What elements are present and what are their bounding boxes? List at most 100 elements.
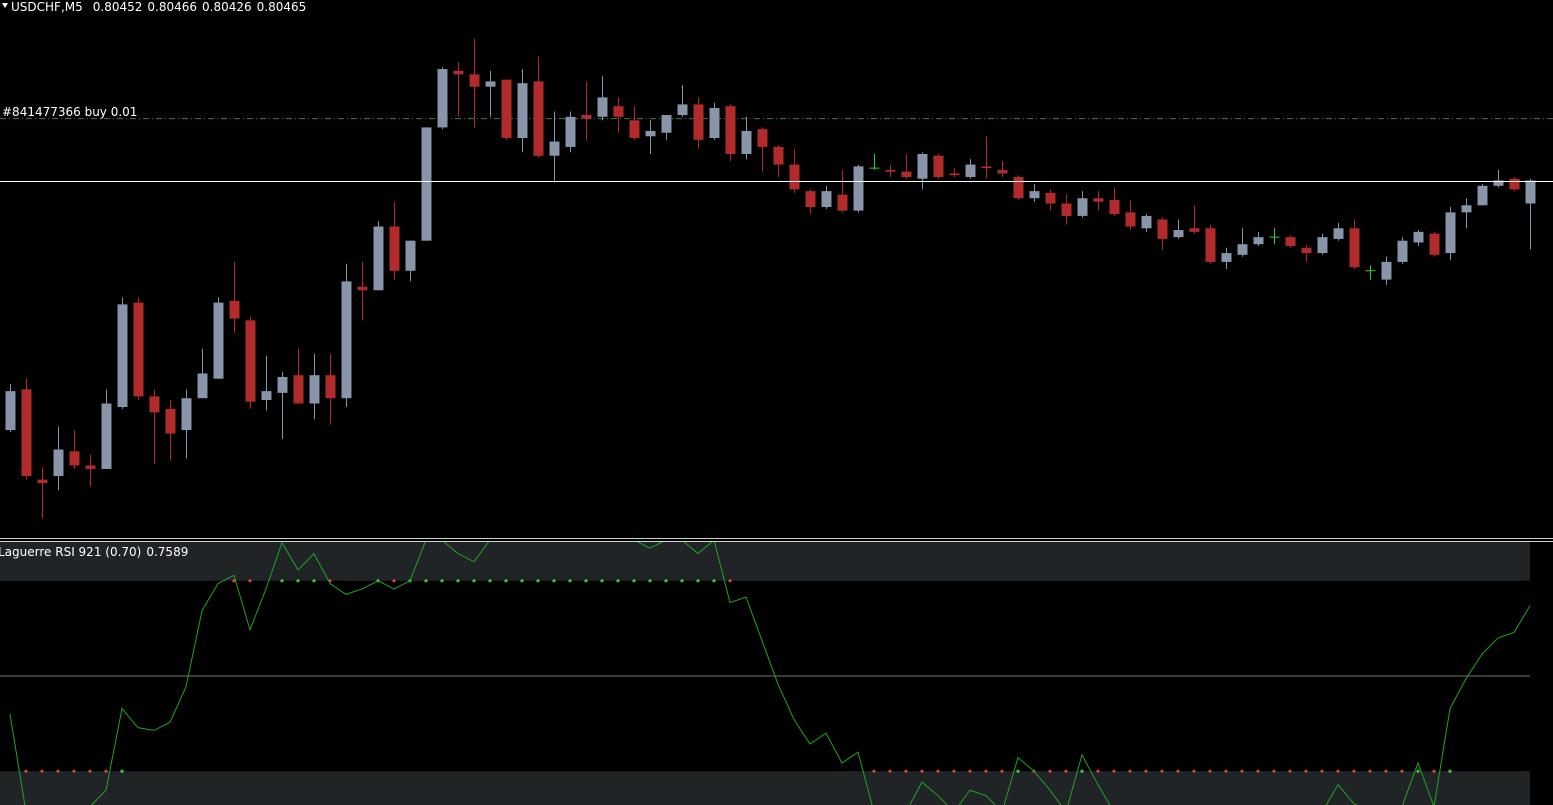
- collapse-triangle: [2, 3, 8, 8]
- signal-dot: [616, 579, 620, 583]
- signal-dot: [1064, 769, 1068, 773]
- candle-body: [805, 191, 816, 208]
- candle-body: [341, 281, 352, 399]
- candle-body: [1285, 237, 1296, 246]
- signal-dot: [40, 769, 44, 773]
- signal-dot: [872, 769, 876, 773]
- candle-body: [261, 391, 272, 400]
- signal-dot: [648, 579, 652, 583]
- candle-body: [725, 106, 736, 154]
- candle-body: [1013, 176, 1024, 199]
- upper-band: [0, 542, 1530, 581]
- signal-dot: [552, 579, 556, 583]
- indicator-header: Laguerre RSI 921 (0.70) 0.7589: [0, 545, 188, 559]
- signal-dot: [520, 579, 524, 583]
- candle-body: [389, 226, 400, 271]
- candle-body: [1525, 180, 1536, 204]
- signal-dot: [232, 579, 236, 583]
- signal-dot: [1240, 769, 1244, 773]
- signal-dot: [456, 579, 460, 583]
- signal-dot: [296, 579, 300, 583]
- candle-body: [437, 69, 448, 128]
- candle-body: [837, 194, 848, 211]
- candle-body: [1429, 233, 1440, 255]
- candle-body: [1509, 178, 1520, 190]
- signal-dot: [1128, 769, 1132, 773]
- signal-dot: [952, 769, 956, 773]
- candle-body: [469, 74, 480, 87]
- signal-dot: [1208, 769, 1212, 773]
- candle-body: [549, 141, 560, 156]
- candle-body: [101, 403, 112, 469]
- signal-dot: [280, 579, 284, 583]
- signal-dot: [1416, 769, 1420, 773]
- candle-body: [517, 83, 528, 139]
- close-price: 0.80465: [257, 0, 307, 14]
- signal-dot: [1016, 769, 1020, 773]
- candle-body: [1221, 253, 1232, 262]
- candle-body: [501, 79, 512, 139]
- signal-dot: [712, 579, 716, 583]
- symbol: USDCHF,M5: [11, 0, 83, 14]
- signal-dot: [1400, 769, 1404, 773]
- candle-body: [1333, 228, 1344, 239]
- candle-body: [1381, 261, 1392, 280]
- candle-body: [1237, 244, 1248, 255]
- candle-body: [677, 104, 688, 116]
- candle-body: [245, 320, 256, 402]
- signal-dot: [1144, 769, 1148, 773]
- signal-dot: [632, 579, 636, 583]
- candle-body: [373, 226, 384, 291]
- candle-body: [1173, 230, 1184, 238]
- candle-body: [661, 115, 672, 133]
- candle-body: [1253, 237, 1264, 245]
- candle-body: [821, 191, 832, 208]
- candle-body: [1125, 212, 1136, 227]
- candle-body: [693, 104, 704, 140]
- candle-body: [325, 375, 336, 399]
- candle-body: [5, 391, 16, 431]
- candle-body: [581, 115, 592, 119]
- signal-dot: [984, 769, 988, 773]
- candle-body: [1029, 191, 1040, 199]
- candle-body: [1493, 180, 1504, 186]
- candle-body: [1317, 237, 1328, 254]
- candle-body: [453, 70, 464, 75]
- signal-dot: [1256, 769, 1260, 773]
- signal-dot: [504, 579, 508, 583]
- order-label: #841477366 buy 0.01: [2, 105, 137, 119]
- candle-body: [277, 376, 288, 393]
- candle-body: [293, 375, 304, 404]
- candle-body: [21, 389, 32, 477]
- signal-dot: [1112, 769, 1116, 773]
- candle-body: [485, 81, 496, 87]
- signal-dot: [440, 579, 444, 583]
- signal-dot: [888, 769, 892, 773]
- candle-body: [901, 171, 912, 177]
- candle-body: [213, 302, 224, 379]
- signal-dot: [1288, 769, 1292, 773]
- candle-body: [885, 169, 896, 172]
- lower-band: [0, 771, 1530, 805]
- signal-dot: [472, 579, 476, 583]
- signal-dot: [488, 579, 492, 583]
- candle-body: [1061, 203, 1072, 216]
- indicator-name: Laguerre RSI 921 (0.70): [0, 545, 141, 559]
- candle-body: [949, 173, 960, 176]
- candle-body: [933, 155, 944, 177]
- candle-body: [69, 451, 80, 466]
- candle-body: [965, 164, 976, 177]
- signal-dot: [312, 579, 316, 583]
- candle-body: [741, 130, 752, 154]
- candle-body: [117, 304, 128, 408]
- signal-dot: [1176, 769, 1180, 773]
- candle-body: [149, 396, 160, 413]
- signal-dot: [1448, 769, 1452, 773]
- candle-body: [981, 166, 992, 169]
- signal-dot: [664, 579, 668, 583]
- signal-dot: [56, 769, 60, 773]
- candle-body: [629, 120, 640, 139]
- signal-dot: [1160, 769, 1164, 773]
- symbol-header: USDCHF,M5 0.80452 0.80466 0.80426 0.80465: [11, 0, 306, 14]
